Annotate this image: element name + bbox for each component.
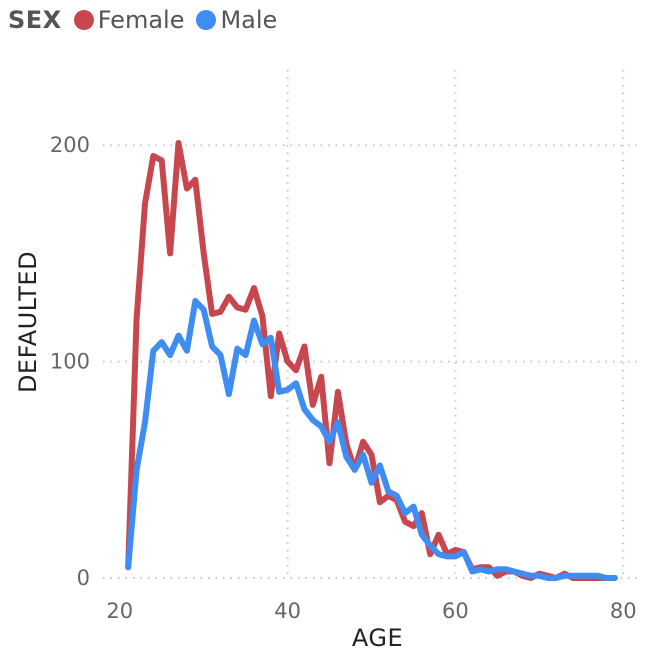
grid-lines [103, 70, 640, 579]
series-line-male[interactable] [125, 298, 618, 581]
x-tick-label: 60 [442, 599, 469, 623]
x-tick-label: 40 [274, 599, 301, 623]
legend-dot-female [73, 10, 94, 30]
y-tick-label: 100 [50, 350, 90, 374]
y-axis-ticks: 0 100 200 [50, 133, 90, 590]
legend-item-female[interactable]: Female [73, 6, 185, 34]
legend-title: SEX [8, 6, 62, 34]
y-axis-title: DEFAULTED [14, 251, 42, 393]
series-layer [125, 140, 618, 581]
series-line-female[interactable] [125, 140, 618, 581]
y-tick-label: 0 [77, 566, 90, 590]
legend-label-male: Male [220, 6, 278, 34]
x-axis-title: AGE [352, 624, 403, 652]
legend-item-male[interactable]: Male [196, 6, 277, 34]
legend-dot-male [196, 10, 217, 30]
x-axis-ticks: 20 40 60 80 [106, 599, 636, 623]
x-tick-label: 80 [610, 599, 637, 623]
x-tick-label: 20 [106, 599, 133, 623]
legend: SEX Female Male [8, 4, 289, 36]
y-tick-label: 200 [50, 133, 90, 157]
legend-label-female: Female [97, 6, 185, 34]
